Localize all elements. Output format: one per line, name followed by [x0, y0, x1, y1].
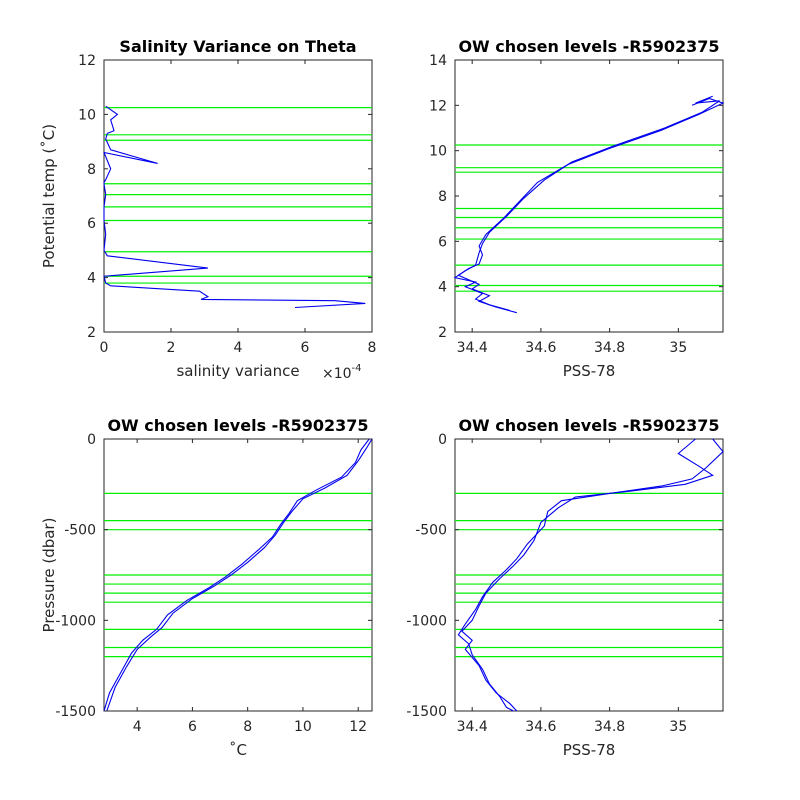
y-tick-label: -1500 [406, 704, 447, 720]
x-axis-exponent: ×10-4 [322, 363, 362, 382]
x-tick-label: 8 [368, 340, 377, 356]
x-tick-label: 4 [234, 340, 243, 356]
panel-2: 34.4 34.6 34.8 35 2 4 6 8 10 12 14 OW chosen levels… [429, 37, 725, 380]
y-tick-label: -1000 [406, 613, 447, 629]
x-axis-label: salinity variance [176, 362, 299, 380]
x-tick-label: 4 [133, 719, 142, 735]
x-tick-label: 34.6 [525, 719, 556, 735]
chart-title: OW chosen levels -R5902375 [107, 416, 368, 435]
x-tick-label: 8 [243, 719, 252, 735]
x-tick-label: 6 [301, 340, 310, 356]
x-tick-label: 35 [669, 719, 687, 735]
x-tick-label: 12 [349, 719, 367, 735]
panel-4: 34.4 34.6 34.8 35 -1500 -1000 -500 0 OW chosen l… [406, 416, 724, 759]
y-tick-label: 10 [78, 107, 96, 123]
x-tick-label: 0 [100, 340, 109, 356]
y-tick-label: -500 [64, 523, 96, 539]
y-axis-label: Potential temp (˚C) [40, 124, 58, 268]
y-tick-label: -1000 [55, 613, 96, 629]
y-tick-label: 12 [429, 98, 447, 114]
y-tick-label: 14 [429, 53, 447, 69]
x-tick-label: 34.6 [525, 340, 556, 356]
x-axis-label: PSS-78 [563, 741, 616, 759]
y-tick-label: 0 [87, 432, 96, 448]
y-tick-label: 6 [438, 234, 447, 250]
y-tick-label: 4 [87, 271, 96, 287]
y-tick-label: -500 [415, 523, 447, 539]
x-tick-label: 34.4 [457, 340, 488, 356]
y-tick-label: 4 [438, 280, 447, 296]
y-tick-label: 12 [78, 53, 96, 69]
y-tick-label: 8 [438, 189, 447, 205]
y-tick-label: 8 [87, 162, 96, 178]
chart-title: OW chosen levels -R5902375 [458, 37, 719, 56]
x-tick-label: 34.4 [457, 719, 488, 735]
x-tick-label: 6 [188, 719, 197, 735]
x-tick-label: 34.8 [594, 340, 625, 356]
y-tick-label: 2 [87, 325, 96, 341]
profile-line [461, 438, 714, 712]
x-tick-label: 10 [294, 719, 312, 735]
x-tick-label: 2 [167, 340, 176, 356]
profile-line [457, 438, 724, 712]
y-tick-label: 0 [438, 432, 447, 448]
panel-3: 4 6 8 10 12 -1500 -1000 -500 0 OW chosen levels -… [40, 416, 373, 759]
chart-title: Salinity Variance on Theta [119, 37, 356, 56]
x-tick-label: 35 [669, 340, 687, 356]
y-tick-label: 6 [87, 216, 96, 232]
profile-line [453, 95, 720, 312]
profile-line [103, 438, 370, 712]
x-axis-label: ˚C [229, 741, 247, 759]
y-tick-label: 10 [429, 144, 447, 160]
plot-area [454, 59, 724, 333]
chart-title: OW chosen levels -R5902375 [458, 416, 719, 435]
x-axis-label: PSS-78 [563, 362, 616, 380]
plot-area [103, 59, 373, 333]
profile-line [103, 105, 366, 309]
x-tick-label: 34.8 [594, 719, 625, 735]
profile-line [106, 438, 373, 712]
y-tick-label: 2 [438, 325, 447, 341]
y-tick-label: -1500 [55, 704, 96, 720]
y-axis-label: Pressure (dbar) [40, 518, 58, 633]
